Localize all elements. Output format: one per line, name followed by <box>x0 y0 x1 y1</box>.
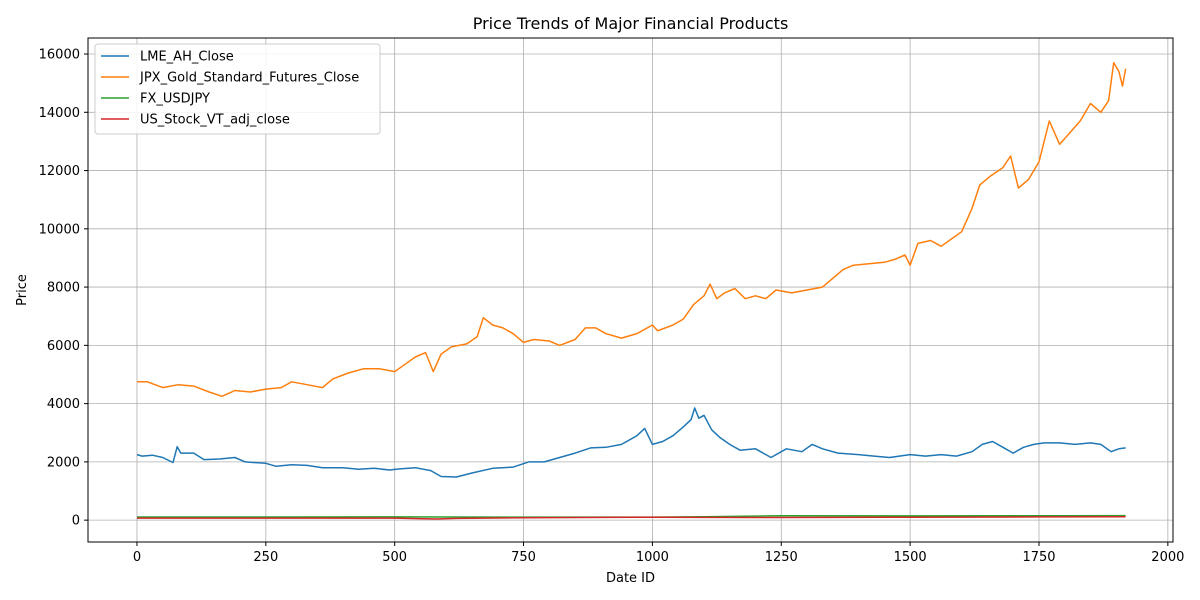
y-tick-label: 2000 <box>47 455 80 470</box>
legend-box <box>94 43 381 135</box>
legend-label: FX_USDJPY <box>140 92 210 107</box>
y-tick-label: 8000 <box>47 281 80 296</box>
y-tick-label: 0 <box>72 514 80 529</box>
x-axis-label: Date ID <box>606 571 655 586</box>
legend-label: LME_AH_Close <box>140 50 234 65</box>
x-tick-label: 250 <box>253 550 278 565</box>
legend-label: JPX_Gold_Standard_Futures_Close <box>139 71 359 86</box>
y-tick-label: 14000 <box>39 106 80 121</box>
y-tick-label: 12000 <box>39 164 80 179</box>
legend: LME_AH_Close JPX_Gold_Standard_Futures_Cl… <box>94 43 381 135</box>
y-tick-label: 10000 <box>39 222 80 237</box>
legend-label: US_Stock_VT_adj_close <box>140 113 290 128</box>
y-axis-label: Price <box>15 274 30 306</box>
x-tick-label: 2000 <box>1151 550 1184 565</box>
series-line-us-stock-vt-adj-close <box>137 515 1126 520</box>
x-tick-label: 750 <box>511 550 536 565</box>
x-tick-label: 1000 <box>636 550 669 565</box>
y-tick-label: 6000 <box>47 339 80 354</box>
series-line-jpx-gold-standard-futures-close <box>137 62 1127 398</box>
chart-title: Price Trends of Major Financial Products <box>473 14 789 33</box>
y-tick-label: 4000 <box>47 397 80 412</box>
grid-lines <box>88 38 1173 542</box>
x-tick-label: 1750 <box>1022 550 1055 565</box>
y-tick-label: 16000 <box>39 48 80 63</box>
x-tick-label: 1500 <box>894 550 927 565</box>
x-tick-label: 0 <box>133 550 141 565</box>
x-tick-label: 500 <box>382 550 407 565</box>
series-lines <box>136 62 1127 520</box>
x-tick-label: 1250 <box>765 550 798 565</box>
series-line-lme-ah-close <box>136 407 1126 478</box>
plot-frame <box>87 37 1174 543</box>
axis-ticks: 0 250 500 750 1000 1250 1500 1750 2000 0 2000 4000 6… <box>39 48 1185 565</box>
